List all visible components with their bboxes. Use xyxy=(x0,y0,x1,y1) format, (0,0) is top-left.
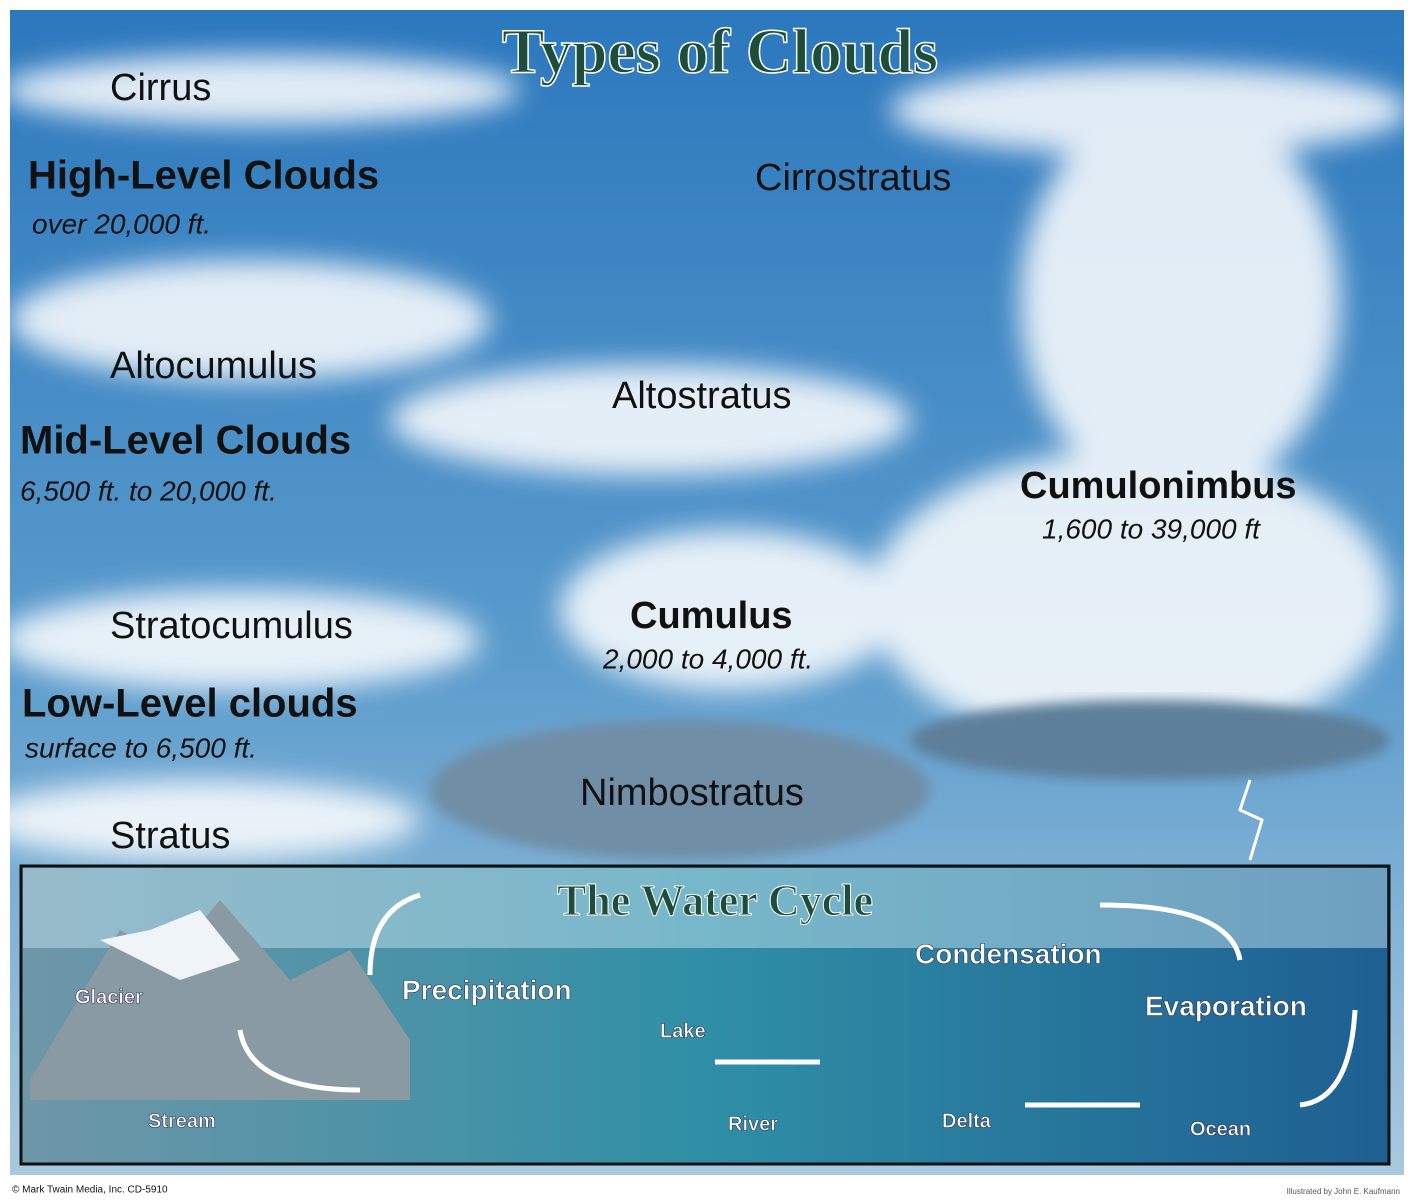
cycle-label: Stream xyxy=(148,1110,216,1132)
cycle-label: Ocean xyxy=(1190,1118,1251,1140)
cycle-label: Precipitation xyxy=(402,974,572,1005)
cloud-name: Cumulonimbus xyxy=(1020,465,1297,507)
cycle-label: Condensation xyxy=(915,938,1102,969)
cycle-label: Lake xyxy=(660,1020,706,1042)
cloud-name: Cirrostratus xyxy=(755,157,951,199)
water-cycle-title: The Water Cycle xyxy=(557,876,873,925)
level-range: surface to 6,500 ft. xyxy=(25,732,257,763)
cycle-label: River xyxy=(728,1113,778,1135)
cloud-name: Altocumulus xyxy=(110,345,317,387)
cloud-name: Cumulus xyxy=(630,595,793,637)
poster: Types of Clouds Cirrus High-Level Clouds… xyxy=(0,0,1414,1201)
cloud-range: 2,000 to 4,000 ft. xyxy=(602,643,813,674)
cycle-label: Evaporation xyxy=(1145,990,1307,1021)
cloud-name: Cirrus xyxy=(110,67,211,109)
cloud-name: Altostratus xyxy=(612,375,792,417)
level-range: over 20,000 ft. xyxy=(32,208,211,239)
level-label: High-Level Clouds xyxy=(28,154,379,198)
level-label: Mid-Level Clouds xyxy=(20,419,351,463)
title: Types of Clouds xyxy=(502,16,938,87)
cumulonimbus-top xyxy=(1020,100,1340,500)
cloud-name: Stratus xyxy=(110,815,230,857)
cloud-range: 1,600 to 39,000 ft xyxy=(1042,513,1261,544)
water-cycle: The Water Cycle Glacier Precipitation Co… xyxy=(21,866,1389,1164)
cycle-label: Delta xyxy=(942,1110,992,1132)
cirrus-cloud xyxy=(0,55,520,125)
storm-base xyxy=(910,700,1390,780)
level-label: Low-Level clouds xyxy=(22,682,358,726)
cloud-name: Nimbostratus xyxy=(580,772,804,814)
cycle-label: Glacier xyxy=(75,986,143,1008)
level-range: 6,500 ft. to 20,000 ft. xyxy=(20,475,277,506)
cloud-name: Stratocumulus xyxy=(110,605,353,647)
illustrator: Illustrated by John E. Kaufmann xyxy=(1287,1187,1400,1196)
credit: © Mark Twain Media, Inc. CD-5910 xyxy=(12,1185,168,1196)
